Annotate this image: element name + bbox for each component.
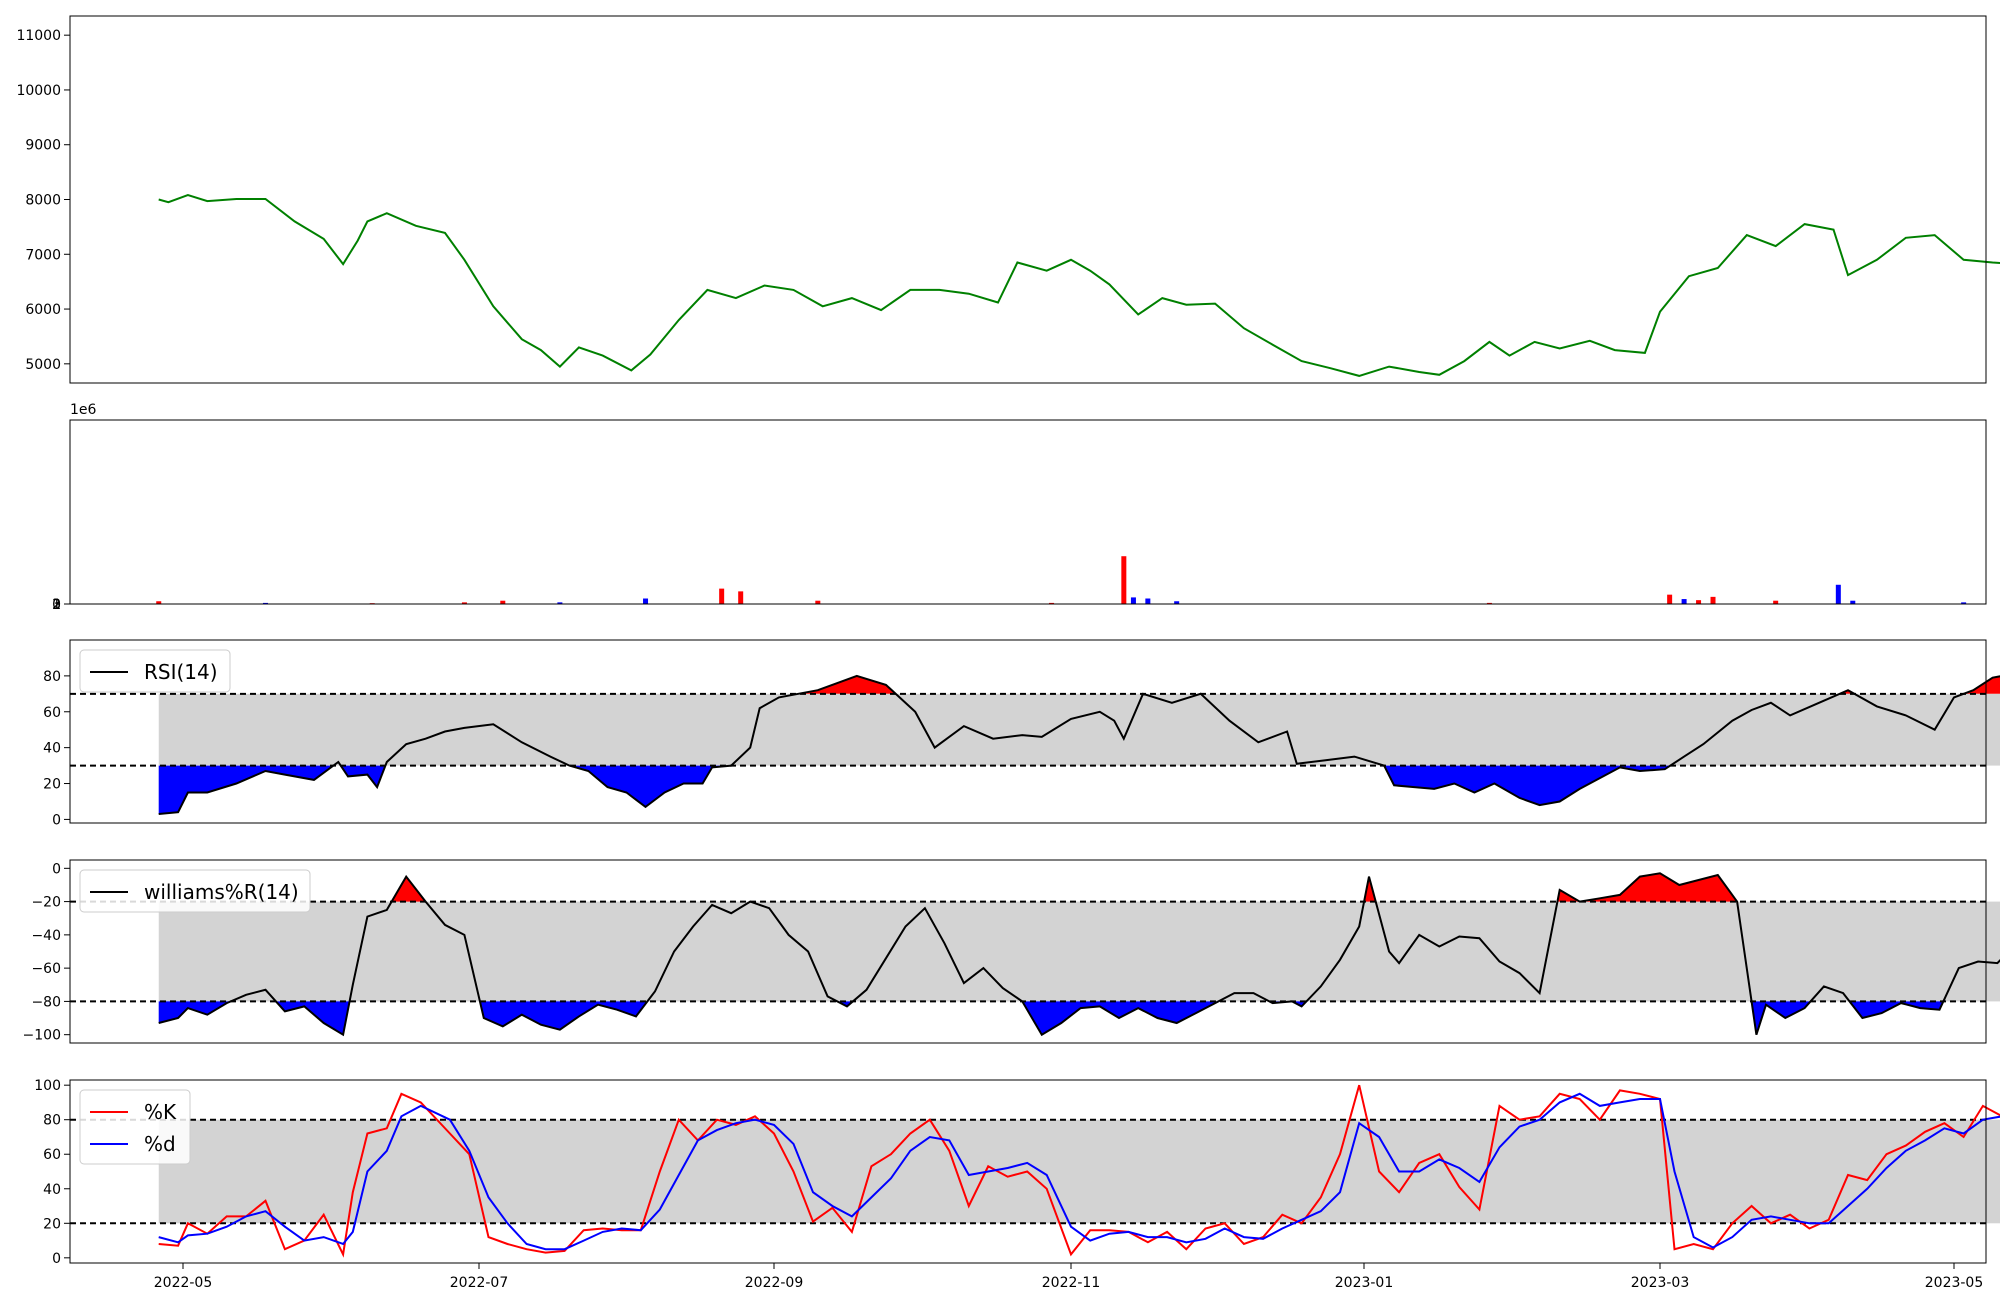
stochastic-panel-frame [69, 1079, 1987, 1264]
price-ytick-label: 11000 [16, 28, 61, 44]
rsi-ytick-label: 40 [43, 741, 61, 757]
stochastic-ytick-label: 20 [43, 1216, 61, 1232]
rsi-ytick-label: 0 [52, 812, 61, 828]
stochastic-ytick-label: 60 [43, 1147, 61, 1163]
price-ytick-label: 9000 [25, 138, 61, 154]
williams-oversold-fill [158, 1001, 2000, 1035]
williams-ytick-label: −100 [23, 1028, 61, 1044]
williams-ytick-label: 0 [52, 861, 61, 877]
volume-bar [500, 600, 506, 604]
williams-ytick-label: −40 [31, 928, 61, 944]
stochastic-ytick-label: 80 [43, 1113, 61, 1129]
x-tick-label: 2023-03 [1631, 1275, 1690, 1291]
volume-bar [1486, 602, 1492, 604]
williams-line [158, 872, 2000, 1037]
volume-bar [1835, 584, 1841, 604]
volume-bar [1710, 596, 1716, 604]
volume-bar [1130, 597, 1136, 604]
williams-legend-label: williams%R(14) [144, 880, 299, 904]
rsi-neutral-band [158, 693, 2000, 766]
volume-bar [1696, 600, 1702, 604]
stochastic-legend-label: %K [144, 1100, 177, 1124]
rsi-legend-label: RSI(14) [144, 660, 218, 684]
volume-bar [719, 588, 725, 604]
rsi-line [158, 674, 2000, 815]
volume-bar [1174, 601, 1180, 604]
volume-bar [1049, 602, 1055, 604]
price-line [158, 194, 2000, 377]
x-tick-label: 2022-05 [154, 1275, 213, 1291]
williams-ytick-label: −20 [31, 895, 61, 911]
x-tick-label: 2022-09 [745, 1275, 804, 1291]
volume-ytick-label: 2 [52, 597, 61, 613]
stochastic-ytick-label: 100 [34, 1078, 61, 1094]
volume-bar [1773, 600, 1779, 604]
price-ytick-label: 8000 [25, 193, 61, 209]
volume-bar [738, 591, 744, 604]
rsi-ytick-label: 60 [43, 705, 61, 721]
price-ytick-label: 7000 [25, 247, 61, 263]
price-ytick-label: 6000 [25, 302, 61, 318]
stochastic-ytick-label: 0 [52, 1251, 61, 1267]
williams-neutral-band [158, 901, 2000, 1002]
rsi-panel-frame [69, 639, 1987, 824]
volume-bar [1145, 598, 1151, 604]
x-tick-label: 2022-07 [450, 1275, 509, 1291]
volume-bar [1961, 602, 1967, 604]
x-tick-label: 2023-05 [1925, 1275, 1984, 1291]
volume-bar [1681, 599, 1687, 604]
volume-bar [1667, 594, 1673, 604]
rsi-oversold-fill [158, 765, 2000, 814]
volume-bar [262, 602, 268, 604]
x-tick-label: 2022-11 [1042, 1275, 1101, 1291]
x-tick-label: 2023-01 [1335, 1275, 1394, 1291]
stochastic-legend [79, 1089, 191, 1165]
williams-ytick-label: −80 [31, 994, 61, 1010]
williams-overbought-fill [158, 873, 2000, 902]
volume-ytick-label: 0 [52, 597, 61, 613]
williams-ytick-label: −60 [31, 961, 61, 977]
williams-legend [79, 869, 311, 913]
volume-bar [156, 601, 162, 604]
volume-bar [557, 602, 563, 604]
volume-bar [1121, 556, 1127, 604]
rsi-ytick-label: 80 [43, 669, 61, 685]
volume-ytick-label: 3 [52, 597, 61, 613]
price-panel-frame [69, 15, 1987, 384]
rsi-overbought-fill [158, 675, 2000, 694]
rsi-legend [79, 649, 231, 693]
rsi-ytick-label: 20 [43, 777, 61, 793]
volume-scale-label: 1e6 [70, 402, 97, 418]
volume-panel-frame [69, 419, 1987, 605]
volume-bar [461, 602, 467, 604]
stochastic-neutral-band [158, 1119, 2000, 1224]
price-ytick-label: 5000 [25, 357, 61, 373]
volume-bar [643, 598, 649, 604]
williams-panel-frame [69, 859, 1987, 1044]
volume-bar [1850, 600, 1856, 604]
price-ytick-label: 10000 [16, 83, 61, 99]
stochastic-ytick-label: 40 [43, 1182, 61, 1198]
volume-bar [815, 600, 821, 604]
stochastic-d-line [158, 1092, 2000, 1251]
volume-ytick-label: 1 [52, 597, 61, 613]
stochastic-k-line [158, 1084, 2000, 1258]
stochastic-legend-label: %d [144, 1132, 176, 1156]
